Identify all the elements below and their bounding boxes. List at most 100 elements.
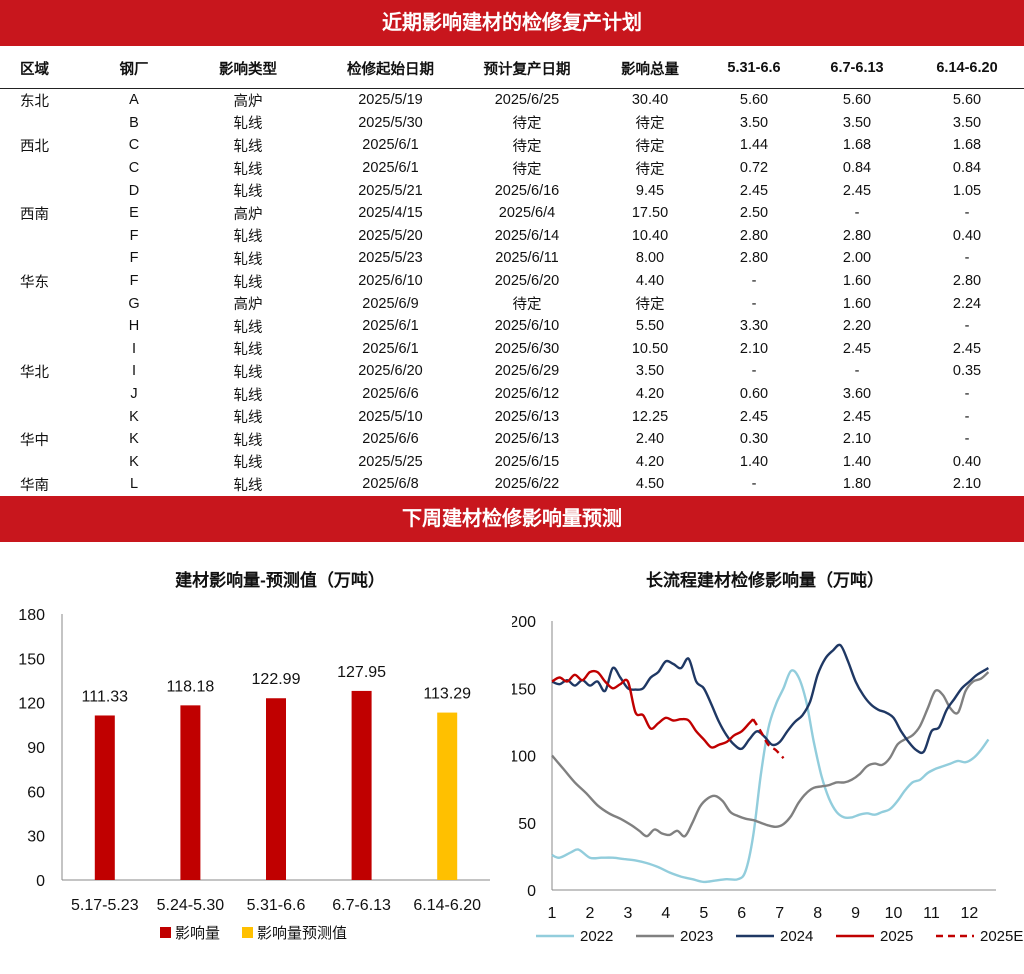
x-tick-label: 11 — [923, 905, 940, 922]
table-cell: 2.45 — [842, 408, 872, 425]
table-cell: E — [129, 205, 139, 222]
table-cell: 5.60 — [739, 92, 769, 109]
table-cell: - — [964, 386, 970, 403]
table-cell: H — [128, 318, 140, 335]
table-cell: 0.84 — [842, 160, 872, 177]
table-row: K 轧线 2025/5/10 2025/6/13 12.25 2.45 2.45 - — [0, 405, 1024, 428]
y-tick-label: 30 — [27, 829, 45, 846]
header-cell: 影响类型 — [173, 48, 323, 89]
table-cell: 2025/6/6 — [362, 431, 419, 448]
table-cell: 2025/6/13 — [494, 431, 560, 448]
table-cell: 2.80 — [842, 227, 872, 244]
table-cell: I — [131, 340, 137, 357]
table-cell: 待定 — [512, 138, 542, 155]
table-cell: 2.45 — [842, 182, 872, 199]
table-cell: 待定 — [512, 297, 542, 314]
table-cell: - — [964, 250, 970, 267]
table-cell: 2.00 — [842, 250, 872, 267]
table-cell: 轧线 — [233, 342, 263, 359]
table-cell: 5.50 — [635, 318, 665, 335]
table-cell — [0, 292, 95, 315]
table-row: D 轧线 2025/5/21 2025/6/16 9.45 2.45 2.45 1.05 — [0, 179, 1024, 202]
table-cell: 3.50 — [952, 114, 982, 131]
table-cell: 轧线 — [173, 473, 323, 497]
x-tick-label: 3 — [623, 905, 632, 922]
table-cell: G — [128, 295, 140, 312]
table-cell: 高炉 — [233, 297, 263, 314]
table-cell: 2025/6/22 — [458, 473, 596, 497]
table-cell: 2025/6/4 — [498, 205, 556, 222]
table-row: 华中 K 轧线 2025/6/6 2025/6/13 2.40 0.30 2.10 - — [0, 428, 1024, 451]
table-cell: 2025/6/1 — [362, 137, 419, 154]
bar — [266, 698, 286, 880]
table-cell: 2.10 — [739, 340, 769, 357]
legend-label: 2023 — [680, 928, 713, 945]
maintenance-plan-table: 区域 钢厂 影响类型 检修起始日期 预计复产日期 影响总量 5.31-6.6 6.7-6.13… — [0, 48, 1024, 497]
bar-value-label: 113.29 — [423, 686, 471, 703]
table-cell: 轧线 — [233, 410, 263, 427]
table-cell — [0, 338, 95, 361]
table-cell: 1.68 — [842, 137, 872, 154]
table-cell: 轧线 — [233, 432, 263, 449]
table-cell: 轧线 — [233, 138, 263, 155]
table-cell: 2.50 — [739, 205, 769, 222]
table-cell: 2.45 — [739, 182, 769, 199]
table-cell: 12.25 — [631, 408, 669, 425]
x-tick-label: 6 — [737, 905, 746, 922]
table-cell: 0.60 — [739, 386, 769, 403]
x-tick-label: 1 — [548, 905, 557, 922]
header-cell: 区域 — [0, 48, 95, 89]
header-cell: 6.14-6.20 — [910, 48, 1024, 89]
table-cell: 2.45 — [842, 340, 872, 357]
table-cell: - — [854, 205, 860, 222]
table-cell — [0, 247, 95, 270]
x-tick-label: 8 — [813, 905, 822, 922]
x-tick-label: 6.14-6.20 — [413, 897, 481, 914]
table-cell: 4.40 — [635, 273, 665, 290]
table-row: F 轧线 2025/5/23 2025/6/11 8.00 2.80 2.00 - — [0, 247, 1024, 270]
table-cell: 5.60 — [952, 92, 982, 109]
x-tick-label: 5.17-5.23 — [71, 897, 139, 914]
table-cell: 2.45 — [739, 408, 769, 425]
table-cell: - — [751, 273, 757, 290]
table-row: C 轧线 2025/6/1 待定 待定 0.72 0.84 0.84 — [0, 157, 1024, 180]
bar-value-label: 118.18 — [167, 678, 215, 695]
y-tick-label: 100 — [512, 749, 536, 766]
table-cell: 待定 — [635, 297, 665, 314]
table-row: G 高炉 2025/6/9 待定 待定 - 1.60 2.24 — [0, 292, 1024, 315]
table-cell: 2025/6/29 — [494, 363, 560, 380]
x-tick-label: 5.31-6.6 — [247, 897, 306, 914]
table-cell: 10.40 — [631, 227, 669, 244]
table-cell: 待定 — [512, 161, 542, 178]
table-row: 华东 F 轧线 2025/6/10 2025/6/20 4.40 - 1.60 2.80 — [0, 270, 1024, 293]
table-cell: 轧线 — [233, 455, 263, 472]
table-row: F 轧线 2025/5/20 2025/6/14 10.40 2.80 2.80 0.40 — [0, 225, 1024, 248]
table-cell: 西北 — [20, 138, 49, 155]
table-cell: 4.20 — [635, 453, 665, 470]
table-cell: K — [129, 408, 139, 425]
header-cell: 预计复产日期 — [458, 48, 596, 89]
bar-value-label: 122.99 — [252, 671, 301, 688]
table-cell: 3.50 — [739, 114, 769, 131]
table-cell: 2025/6/14 — [494, 227, 560, 244]
table-cell: 2025/6/8 — [323, 473, 458, 497]
x-tick-label: 6.7-6.13 — [332, 897, 391, 914]
table-cell: 2025/6/1 — [362, 318, 419, 335]
y-tick-label: 0 — [527, 883, 536, 900]
table-cell: - — [964, 408, 970, 425]
line-chart-title: 长流程建材检修影响量（万吨） — [646, 571, 884, 590]
table-cell: 1.68 — [952, 137, 982, 154]
table-cell: 2025/6/25 — [494, 92, 560, 109]
table-header-row: 区域 钢厂 影响类型 检修起始日期 预计复产日期 影响总量 5.31-6.6 6.7-6.13… — [0, 48, 1024, 89]
table-cell: L — [95, 473, 173, 497]
table-cell: 2025/6/15 — [494, 453, 560, 470]
table-cell: 2025/5/21 — [358, 182, 423, 199]
legend-label: 2025E — [980, 928, 1023, 945]
table-cell: 2025/5/23 — [358, 250, 423, 267]
table-cell: 9.45 — [635, 182, 665, 199]
table-cell: 待定 — [635, 116, 665, 133]
table-cell: I — [131, 363, 137, 380]
bar-value-label: 127.95 — [337, 664, 386, 681]
x-tick-label: 4 — [661, 905, 670, 922]
table-cell: 2.10 — [842, 431, 872, 448]
